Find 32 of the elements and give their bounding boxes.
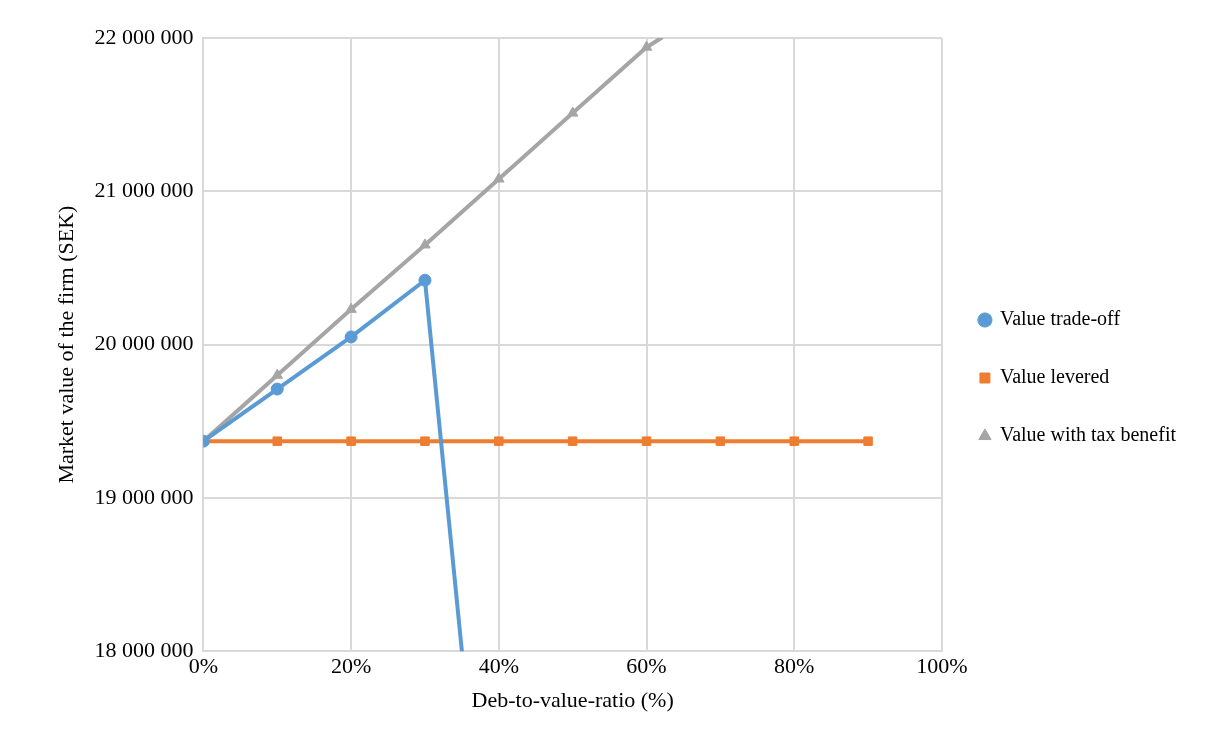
y-axis-title: Market value of the firm (SEK) bbox=[52, 205, 78, 484]
point bbox=[641, 436, 652, 446]
point bbox=[640, 40, 653, 51]
point bbox=[420, 436, 430, 446]
x-tick-label: 80% bbox=[774, 653, 815, 679]
point bbox=[494, 436, 504, 446]
point bbox=[270, 382, 284, 396]
point bbox=[418, 273, 432, 287]
x-tick-label: 60% bbox=[626, 653, 667, 679]
point bbox=[346, 436, 356, 446]
point bbox=[863, 436, 873, 446]
point bbox=[715, 436, 726, 446]
point bbox=[493, 172, 505, 183]
point bbox=[419, 238, 431, 249]
x-axis-title: Deb-to-value-ratio (%) bbox=[471, 686, 674, 712]
legend-label: Value levered bbox=[999, 365, 1110, 388]
point bbox=[272, 436, 282, 446]
point bbox=[271, 368, 283, 379]
y-tick-label: 22 000 000 bbox=[94, 23, 194, 49]
x-tick-label: 40% bbox=[478, 653, 519, 679]
point bbox=[345, 302, 357, 313]
point bbox=[567, 436, 578, 446]
y-tick-label: 19 000 000 bbox=[94, 483, 194, 509]
point bbox=[344, 330, 358, 344]
point bbox=[789, 436, 799, 446]
y-tick-label: 20 000 000 bbox=[94, 330, 194, 356]
legend-label: Value trade-off bbox=[999, 307, 1121, 330]
x-tick-label: 20% bbox=[330, 653, 372, 679]
y-tick-label: 21 000 000 bbox=[94, 177, 194, 203]
point bbox=[566, 106, 579, 117]
x-tick-label: 100% bbox=[916, 653, 968, 679]
legend-label: Value with tax benefit bbox=[999, 423, 1177, 446]
